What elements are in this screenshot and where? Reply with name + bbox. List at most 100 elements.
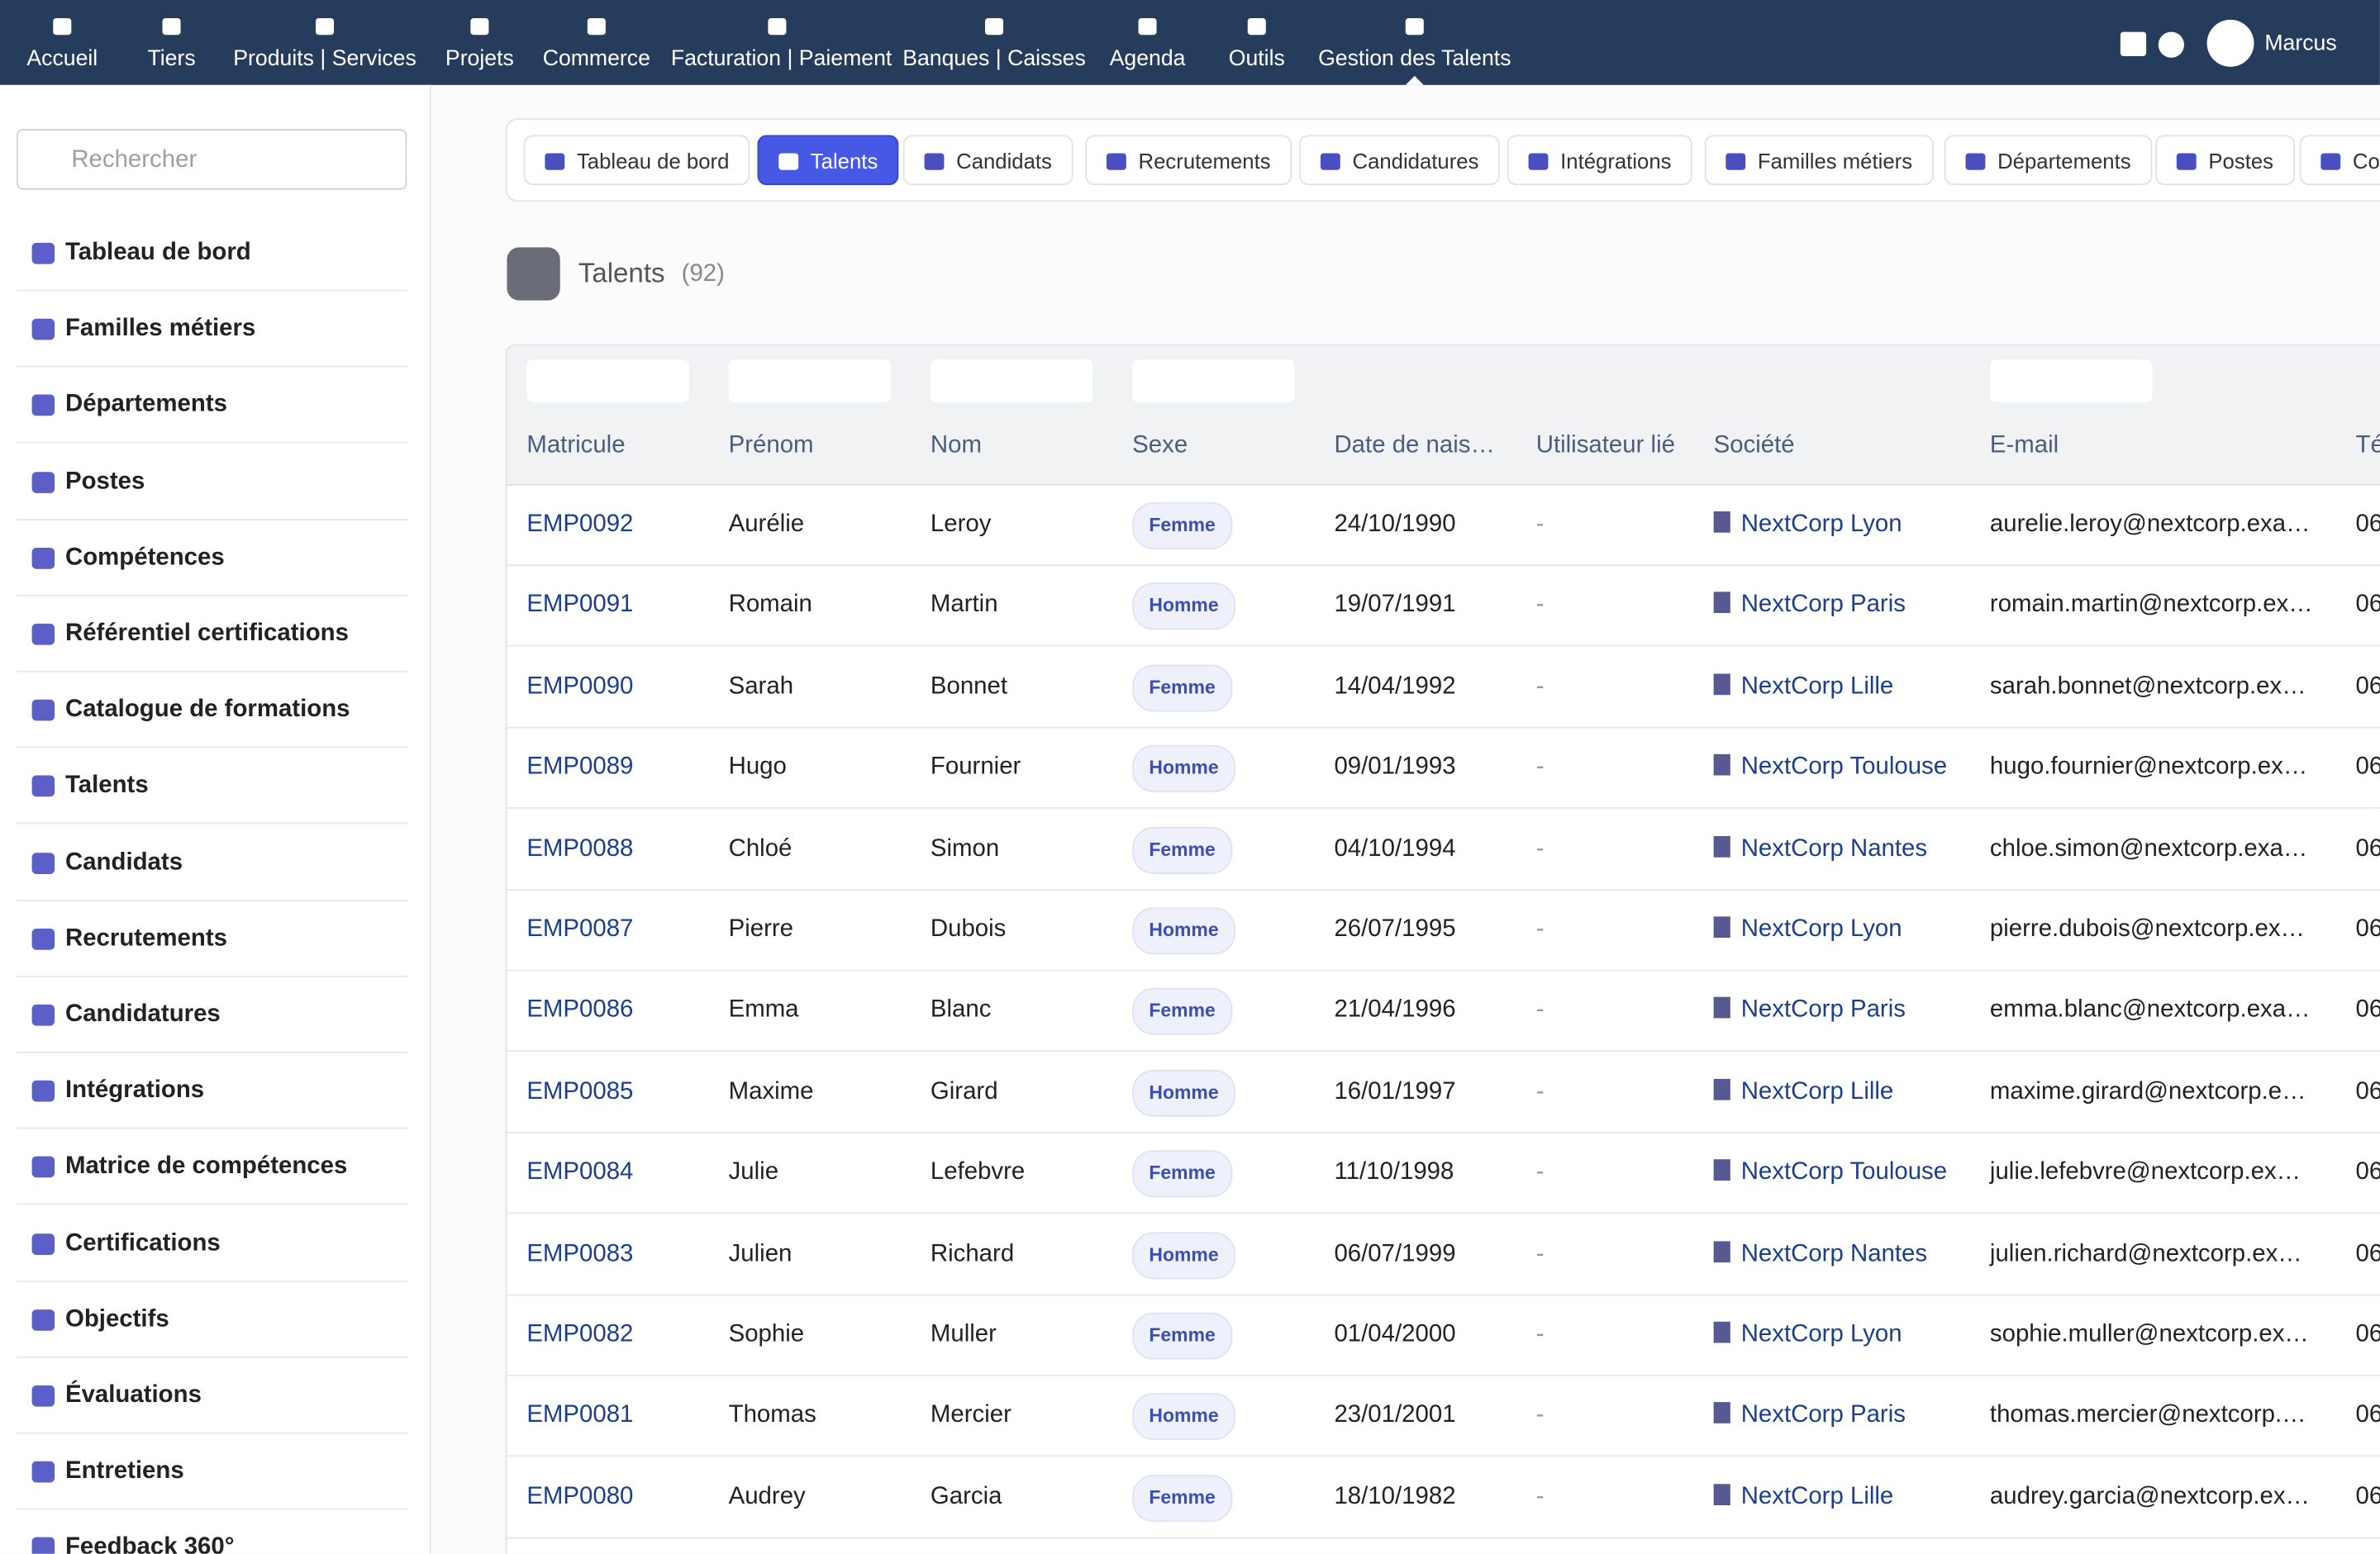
sidebar-item[interactable]: Objectifs xyxy=(17,1282,409,1358)
column-header[interactable]: Prénom xyxy=(728,432,814,459)
company-link[interactable]: NextCorp Lille xyxy=(1713,646,1893,726)
id-link[interactable]: EMP0092 xyxy=(526,511,634,538)
column-header[interactable]: Société xyxy=(1713,432,1795,459)
tab[interactable]: Recrutements xyxy=(1085,135,1292,186)
filter-input[interactable] xyxy=(728,359,892,402)
sidebar-item[interactable]: Recrutements xyxy=(17,901,409,977)
nav-item[interactable]: Accueil xyxy=(0,0,169,85)
sidebar-item[interactable]: Certifications xyxy=(17,1205,409,1282)
sidebar-item[interactable]: Candidatures xyxy=(17,977,409,1053)
icon xyxy=(1713,673,1730,695)
company-link[interactable]: NextCorp Nantes xyxy=(1713,808,1927,888)
nav-item[interactable]: Projets xyxy=(374,0,586,85)
cell: 01/04/2000 xyxy=(1334,1321,1456,1347)
tab[interactable]: Intégrations xyxy=(1507,135,1693,186)
cell: 04/10/1994 xyxy=(1334,835,1456,862)
sidebar-item[interactable]: Intégrations xyxy=(17,1053,409,1129)
id-link[interactable]: EMP0088 xyxy=(526,835,634,862)
id-link[interactable]: EMP0086 xyxy=(526,997,634,1024)
sidebar-item[interactable]: Départements xyxy=(17,368,409,444)
table-row: EMP0090 Sarah Bonnet Femme 14/04/1992 - NextCo… xyxy=(507,646,2380,729)
nav-item[interactable]: Facturation | Paiement xyxy=(671,0,892,85)
nav-item[interactable]: Tiers xyxy=(65,0,278,85)
company-link[interactable]: NextCorp Lille xyxy=(1713,1051,1893,1131)
sidebar-item[interactable]: Postes xyxy=(17,444,409,520)
avatar[interactable] xyxy=(2206,19,2254,67)
nav-item[interactable]: Agenda xyxy=(1041,0,1254,85)
icon xyxy=(31,395,55,416)
table-row: EMP0081 Thomas Mercier Homme 23/01/2001 - Next… xyxy=(507,1376,2380,1457)
id-link[interactable]: EMP0084 xyxy=(526,1159,634,1186)
company-link[interactable]: NextCorp Lyon xyxy=(1713,1295,1902,1375)
id-link[interactable]: EMP0080 xyxy=(526,1483,634,1510)
id-link[interactable]: EMP0085 xyxy=(526,1078,634,1105)
id-link[interactable]: EMP0087 xyxy=(526,916,634,943)
sidebar-item[interactable]: Familles métiers xyxy=(17,292,409,368)
column-header[interactable]: Té xyxy=(2355,432,2380,459)
id-link[interactable]: EMP0082 xyxy=(526,1321,634,1347)
nav-item[interactable]: Outils xyxy=(1150,0,1363,85)
company-link[interactable]: NextCorp Toulouse xyxy=(1713,727,1947,807)
filter-input[interactable] xyxy=(1132,359,1295,402)
filter-input[interactable] xyxy=(930,359,1093,402)
sidebar-item[interactable]: Compétences xyxy=(17,520,409,596)
company-link[interactable]: NextCorp Toulouse xyxy=(1713,1133,1947,1213)
sidebar-item[interactable]: Tableau de bord xyxy=(17,216,409,292)
column-header[interactable]: E-mail xyxy=(1989,432,2059,459)
column-header[interactable]: Sexe xyxy=(1132,432,1188,459)
cell: chloe.simon@nextcorp.exa… xyxy=(1989,835,2308,862)
sidebar-item[interactable]: Talents xyxy=(17,748,409,825)
column-header[interactable]: Matricule xyxy=(526,432,626,459)
nav-item[interactable]: Commerce xyxy=(490,0,702,85)
tab[interactable]: Familles métiers xyxy=(1704,135,1934,186)
sidebar-item[interactable]: Feedback 360° xyxy=(17,1510,408,1554)
nav-item[interactable]: Produits | Services xyxy=(218,0,431,85)
cell: 06 xyxy=(2355,1159,2380,1186)
company-link[interactable]: NextCorp Paris xyxy=(1713,1376,1906,1456)
tab[interactable]: Départements xyxy=(1944,135,2153,186)
icon xyxy=(31,1004,55,1026)
search-box[interactable]: Rechercher xyxy=(17,129,407,190)
tab[interactable]: Tableau de bord xyxy=(523,135,751,186)
tab[interactable]: Co xyxy=(2299,135,2380,186)
company-link[interactable]: NextCorp Lyon xyxy=(1713,889,1902,969)
sidebar-item[interactable]: Référentiel certifications xyxy=(17,596,409,672)
company-link[interactable]: NextCorp Paris xyxy=(1713,565,1906,645)
sidebar-item[interactable]: Entretiens xyxy=(17,1434,409,1510)
nav-item[interactable]: Gestion des Talents xyxy=(1308,0,1521,85)
tab[interactable]: Talents xyxy=(757,135,899,186)
user-name[interactable]: Marcus xyxy=(2264,31,2337,56)
nav-label: Produits | Services xyxy=(233,46,416,72)
company-link[interactable]: NextCorp Lyon xyxy=(1713,484,1902,564)
sidebar-item[interactable]: Matrice de compétences xyxy=(17,1129,409,1206)
gender-badge: Femme xyxy=(1132,501,1232,549)
id-link[interactable]: EMP0081 xyxy=(526,1402,634,1429)
tab[interactable]: Postes xyxy=(2155,135,2295,186)
cell: - xyxy=(1535,592,1545,619)
icon xyxy=(1405,18,1424,36)
filter-input[interactable] xyxy=(526,359,689,402)
id-link[interactable]: EMP0091 xyxy=(526,592,634,619)
gender-badge: Femme xyxy=(1132,664,1232,712)
column-header[interactable]: Nom xyxy=(930,432,982,459)
table-row: EMP0088 Chloé Simon Femme 04/10/1994 - NextCor… xyxy=(507,808,2380,891)
column-header[interactable]: Utilisateur lié xyxy=(1535,432,1675,459)
id-link[interactable]: EMP0090 xyxy=(526,673,634,700)
company-link[interactable]: NextCorp Lille xyxy=(1713,1457,1893,1537)
id-link[interactable]: EMP0083 xyxy=(526,1240,634,1266)
id-link[interactable]: EMP0089 xyxy=(526,754,634,781)
nav-item[interactable]: Banques | Caisses xyxy=(888,0,1100,85)
tab[interactable]: Candidatures xyxy=(1299,135,1501,186)
column-header[interactable]: Date de nais… xyxy=(1334,432,1495,459)
tab[interactable]: Candidats xyxy=(902,135,1073,186)
sidebar-item[interactable]: Catalogue de formations xyxy=(17,672,409,748)
icon xyxy=(1106,153,1126,170)
cell: Emma xyxy=(728,997,799,1024)
company-link[interactable]: NextCorp Nantes xyxy=(1713,1214,1927,1294)
sidebar: Rechercher Tableau de bord Familles métie… xyxy=(0,84,431,1554)
sidebar-item[interactable]: Évaluations xyxy=(17,1358,409,1434)
sidebar-item[interactable]: Candidats xyxy=(17,825,409,901)
filter-input[interactable] xyxy=(1989,359,2153,402)
company-link[interactable]: NextCorp Paris xyxy=(1713,970,1906,1050)
cell: 18/10/1982 xyxy=(1334,1483,1456,1510)
